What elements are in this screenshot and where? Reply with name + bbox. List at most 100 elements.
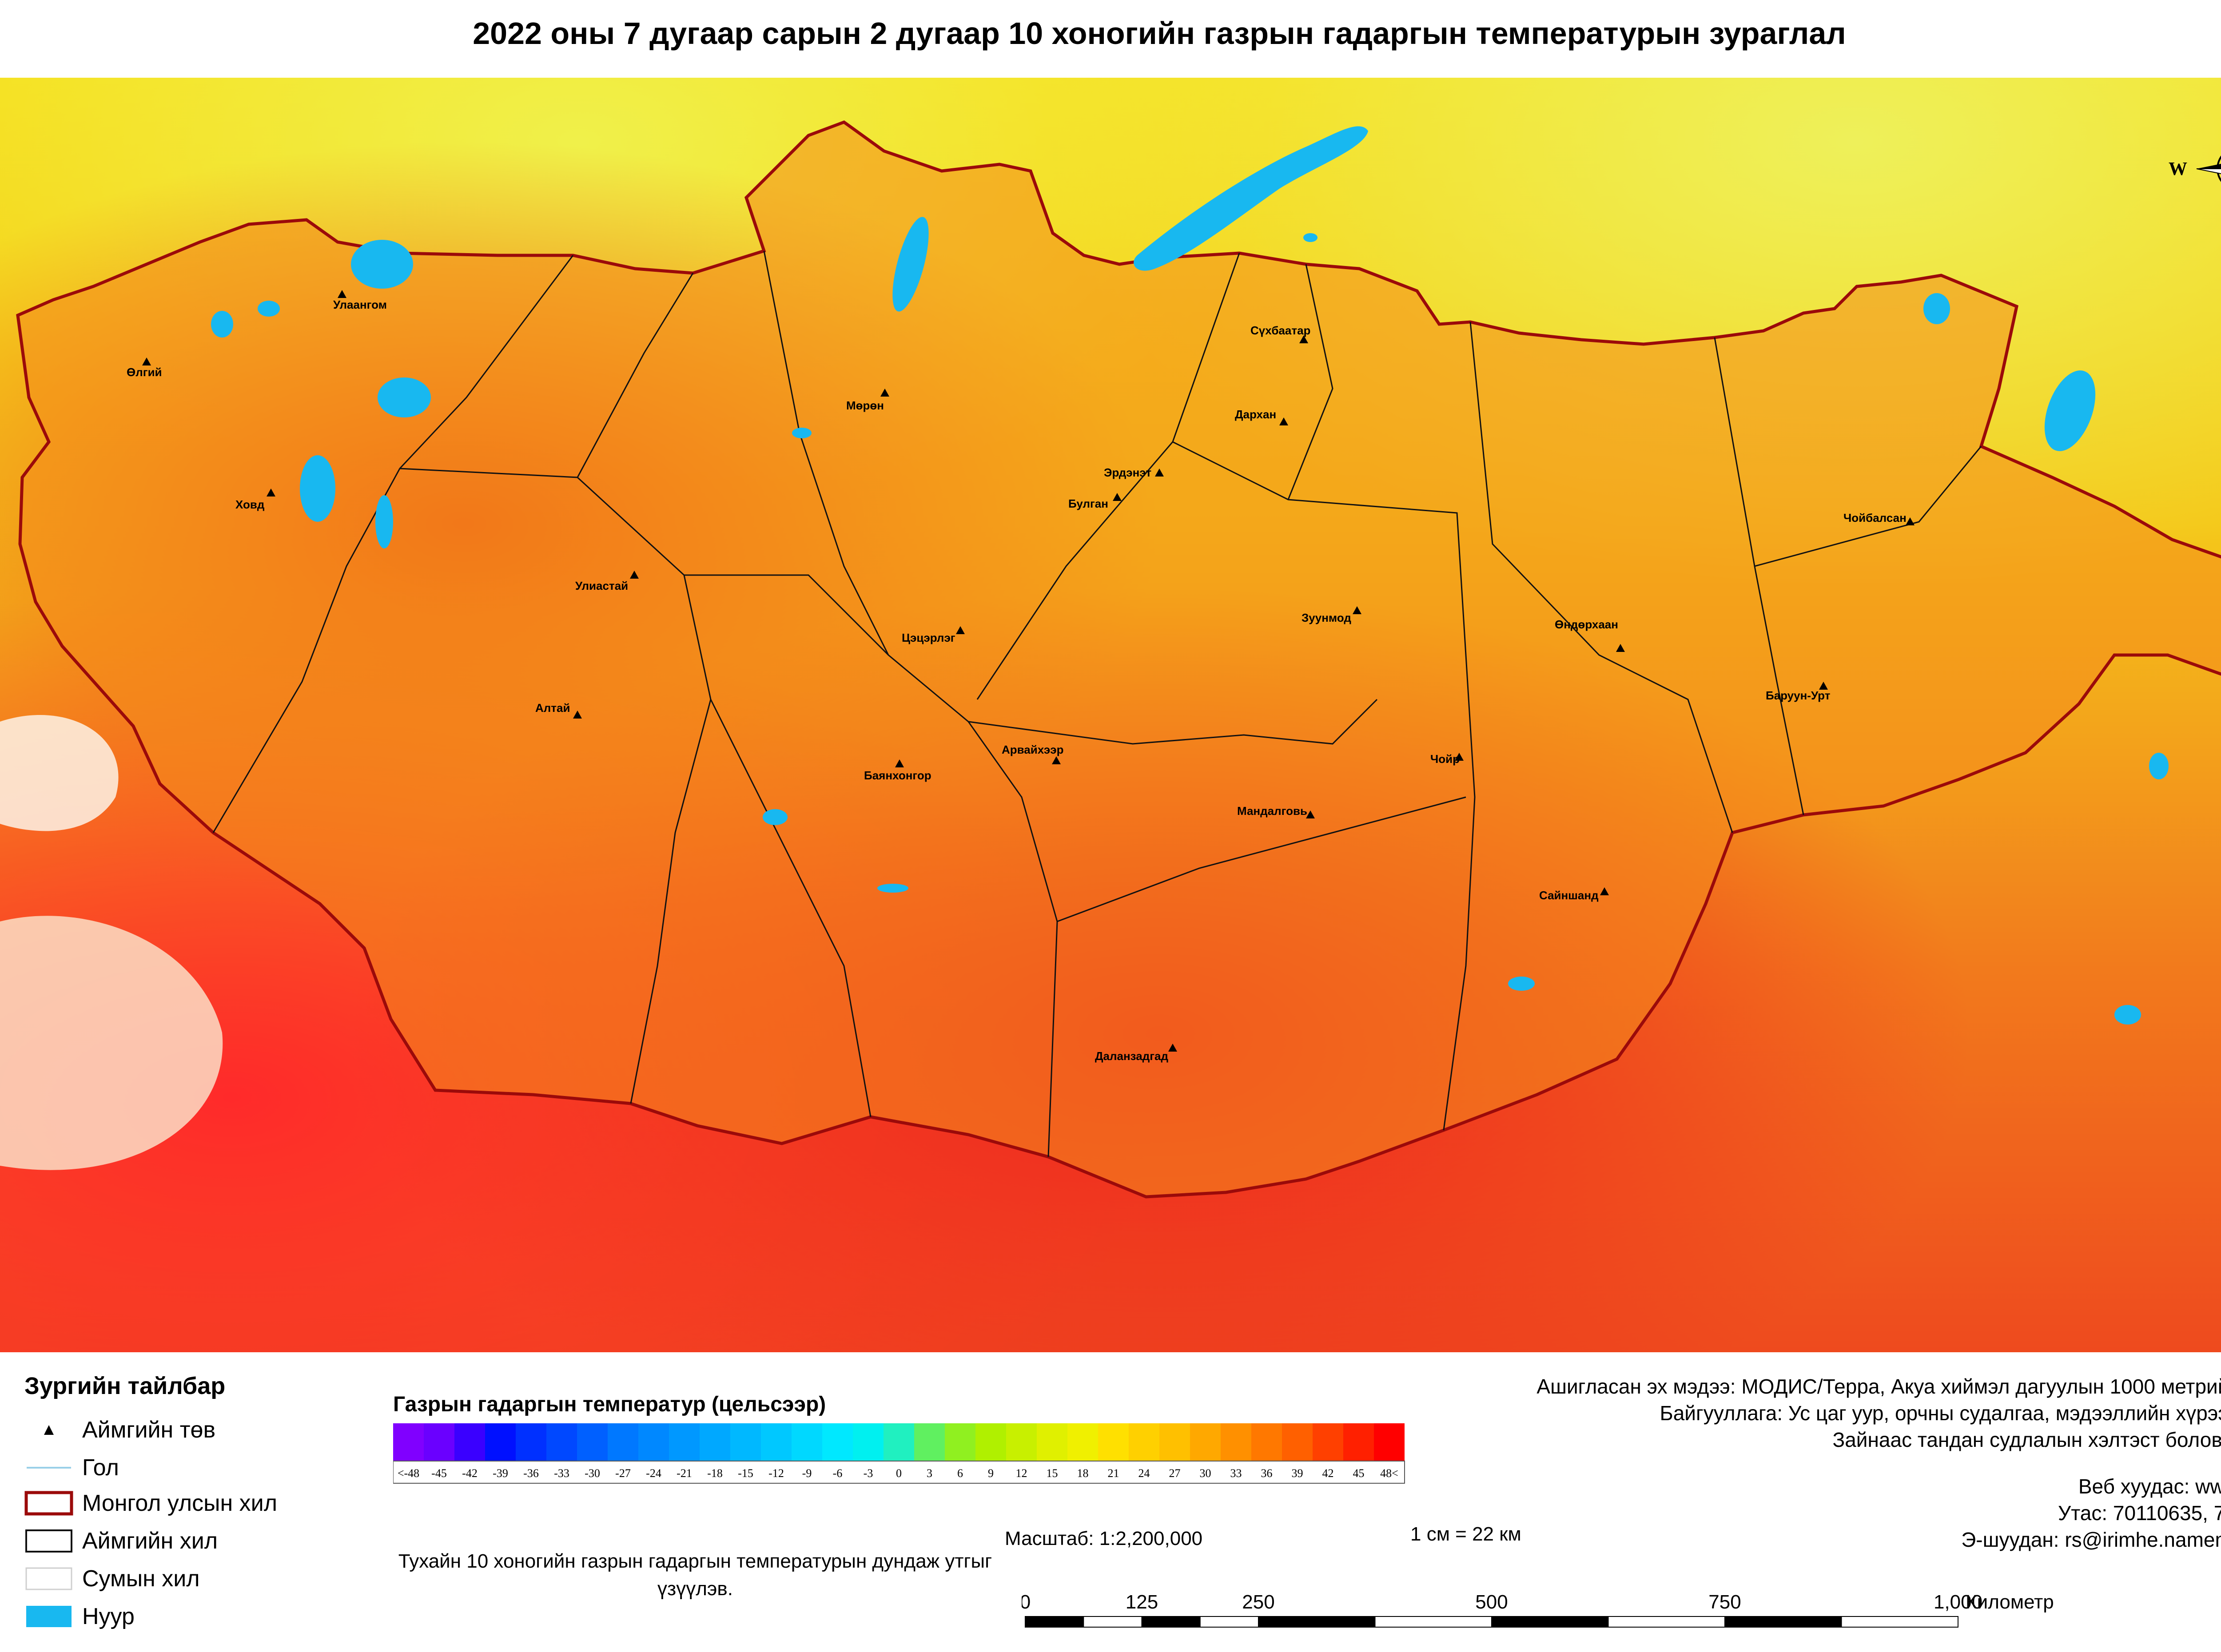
colorbar-swatch	[669, 1423, 700, 1461]
colorbar-swatch	[914, 1423, 945, 1461]
colorbar-label: 21	[1108, 1467, 1119, 1480]
scale-segment	[1083, 1616, 1142, 1628]
city-marker: Улиастай	[575, 571, 639, 592]
colorbar-label: <-48	[398, 1467, 419, 1480]
colorbar-label: -9	[802, 1467, 812, 1480]
colorbar-swatch	[638, 1423, 669, 1461]
colorbar-swatch	[1006, 1423, 1037, 1461]
colorbar-label: 30	[1200, 1467, 1211, 1480]
colorbar-label: 36	[1261, 1467, 1273, 1480]
country-border-icon	[24, 1490, 73, 1517]
scale-segment	[1199, 1616, 1259, 1628]
svg-text:Баянхонгор: Баянхонгор	[864, 769, 931, 782]
province-border-icon	[24, 1528, 73, 1554]
svg-text:Мөрөн: Мөрөн	[846, 399, 884, 412]
colorbar-swatch	[454, 1423, 485, 1461]
colorbar-swatch	[393, 1423, 424, 1461]
scale-segment	[1608, 1616, 1725, 1628]
colorbar-label: 3	[927, 1467, 932, 1480]
colorbar-label: 42	[1322, 1467, 1334, 1480]
city-marker: Баруун-Урт	[1766, 682, 1831, 702]
scale-segment	[1374, 1616, 1492, 1628]
colorbar-swatch	[546, 1423, 577, 1461]
colorbar-label: -36	[523, 1467, 539, 1480]
colorbar-label: 48<	[1380, 1467, 1398, 1480]
colorbar-label: -21	[677, 1467, 692, 1480]
svg-text:Ховд: Ховд	[235, 498, 265, 511]
province-borders	[212, 250, 1982, 1157]
city-marker: Эрдэнэт	[1104, 466, 1164, 479]
scale-segment	[1841, 1616, 1958, 1628]
colorbar-swatch	[485, 1423, 516, 1461]
svg-text:Чойр: Чойр	[1430, 752, 1460, 766]
colorbar-label: -45	[431, 1467, 447, 1480]
legend-item-river: Гол	[24, 1452, 119, 1483]
legend-label: Аймгийн төв	[82, 1417, 216, 1443]
scale-unit: Километр	[1966, 1591, 2054, 1613]
note-text: Тухайн 10 хоногийн газрын гадаргын темпе…	[398, 1550, 992, 1600]
scale-tick-label: 500	[1475, 1591, 1508, 1613]
colorbar-swatch	[761, 1423, 792, 1461]
source-line-1: Ашигласан эх мэдээ: МОДИС/Терра, Акуа хи…	[1536, 1375, 2221, 1398]
colorbar-swatch	[1190, 1423, 1221, 1461]
svg-text:Эрдэнэт: Эрдэнэт	[1104, 466, 1151, 479]
city-marker: Сайншанд	[1539, 887, 1609, 902]
colorbar-swatch	[730, 1423, 761, 1461]
scale-tick-label: 0	[1022, 1591, 1031, 1613]
colorbar-swatch	[1282, 1423, 1313, 1461]
web-address: Веб хуудас: www.icc.mn	[2078, 1475, 2221, 1498]
temperature-map: Улаангом Өлгий Ховд Улиастай Мөрөн Сүхба…	[0, 78, 2221, 1352]
colorbar-swatch	[1374, 1423, 1405, 1461]
colorbar-label: -39	[493, 1467, 508, 1480]
city-marker: Булган	[1068, 493, 1122, 510]
scale-tick-label: 1,000	[1934, 1591, 1982, 1613]
city-marker: Өндөрхаан	[1555, 618, 1625, 652]
city-marker: Ховд	[235, 488, 275, 511]
legend-item-aimag-center: Аймгийн төв	[24, 1414, 215, 1446]
colorbar-swatch	[822, 1423, 853, 1461]
city-marker: Арвайхээр	[1002, 743, 1063, 764]
city-marker: Дархан	[1235, 408, 1288, 425]
colorbar-swatch	[884, 1423, 914, 1461]
svg-text:Улиастай: Улиастай	[575, 579, 628, 592]
scale-tick-label: 250	[1242, 1591, 1274, 1613]
colorbar-swatch	[1343, 1423, 1374, 1461]
colorbar-swatch	[424, 1423, 454, 1461]
colorbar-label: -30	[585, 1467, 600, 1480]
country-border	[16, 120, 2221, 1199]
colorbar-swatch	[1159, 1423, 1190, 1461]
scale-tick-label: 750	[1708, 1591, 1741, 1613]
map-title: 2022 оны 7 дугаар сарын 2 дугаар 10 хоно…	[473, 16, 1846, 51]
colorbar-swatch	[577, 1423, 608, 1461]
svg-text:Чойбалсан: Чойбалсан	[1843, 511, 1907, 524]
aimag-centers: Улаангом Өлгий Ховд Улиастай Мөрөн Сүхба…	[127, 290, 1915, 1063]
river-line-icon	[24, 1454, 73, 1481]
colorbar-swatch	[608, 1423, 638, 1461]
colorbar-swatch	[700, 1423, 730, 1461]
colorbar-swatch	[1067, 1423, 1098, 1461]
colorbar-label: 39	[1292, 1467, 1303, 1480]
colorbar-label: 9	[988, 1467, 994, 1480]
svg-text:Зуунмод: Зуунмод	[1302, 611, 1351, 624]
scale-bar: 0 125 250 500 750 1,000 Километр	[1022, 1591, 2054, 1628]
legend-label: Монгол улсын хил	[82, 1490, 278, 1516]
colorbar-label: -27	[615, 1467, 631, 1480]
colorbar-label: 6	[957, 1467, 963, 1480]
city-marker: Чойбалсан	[1843, 511, 1915, 525]
scale-segment	[1141, 1616, 1201, 1628]
legend-label: Аймгийн хил	[82, 1528, 218, 1554]
legend-label: Нуур	[82, 1604, 135, 1629]
colorbar-swatch	[792, 1423, 822, 1461]
colorbar-label-frame	[393, 1461, 1405, 1484]
city-marker: Мөрөн	[846, 389, 889, 412]
colorbar-swatch	[1313, 1423, 1343, 1461]
svg-text:Алтай: Алтай	[535, 701, 570, 715]
svg-text:Даланзадгад: Даланзадгад	[1095, 1049, 1168, 1063]
triangle-icon	[24, 1417, 73, 1443]
colorbar-label: 12	[1016, 1467, 1027, 1480]
colorbar-label: 45	[1353, 1467, 1365, 1480]
colorbar-label: -33	[554, 1467, 569, 1480]
svg-text:Цэцэрлэг: Цэцэрлэг	[902, 631, 955, 644]
soum-border-icon	[24, 1565, 73, 1592]
city-marker: Улаангом	[333, 290, 387, 311]
